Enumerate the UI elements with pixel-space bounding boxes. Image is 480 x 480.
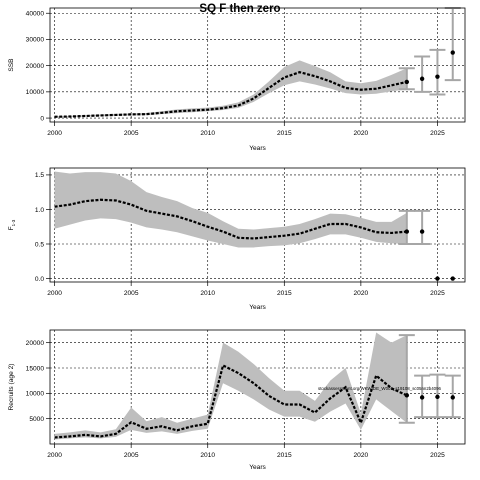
x-tick-label: 2020	[354, 290, 369, 297]
y-tick-label: 40000	[26, 11, 45, 18]
x-tick-label: 2005	[124, 130, 139, 137]
y-axis-label: Recruits (age 2)	[8, 364, 15, 411]
x-tick-label: 2015	[277, 130, 292, 137]
estimate-line	[54, 198, 407, 240]
y-tick-label: 10000	[26, 391, 45, 398]
x-tick-label: 2010	[200, 130, 215, 137]
x-tick-label: 2010	[200, 452, 215, 459]
y-axis-label: F1-3	[8, 219, 16, 230]
x-tick-label: 2025	[430, 290, 445, 297]
x-tick-label: 2020	[354, 130, 369, 137]
chart-title: SQ F then zero	[199, 3, 280, 15]
y-tick-label: 0.5	[35, 241, 44, 248]
y-axis-label-subscript: 1-3	[11, 219, 16, 226]
y-tick-label: 1.0	[35, 207, 44, 214]
projection-point	[435, 394, 440, 400]
plot-frame	[49, 167, 466, 283]
x-tick-label: 2005	[124, 290, 139, 297]
projection-point	[419, 76, 425, 81]
confidence-band	[54, 332, 407, 440]
y-tick-label: 0.0	[35, 276, 44, 283]
x-tick-label: 2015	[277, 290, 292, 297]
x-tick-label: 2000	[47, 452, 62, 459]
y-tick-label: 20000	[26, 340, 45, 347]
projection-point	[419, 229, 425, 234]
x-tick-label: 2015	[277, 452, 292, 459]
plot-frame	[49, 7, 466, 123]
ssb-panel: 2000 2005 2010 2015 2020 2025 0 10000 20000 30000…	[8, 7, 466, 152]
projection-point	[450, 50, 455, 55]
y-tick-label: 1.5	[35, 172, 44, 179]
projection-point	[419, 395, 425, 400]
projection-point	[404, 79, 410, 85]
projection-point	[435, 276, 440, 281]
x-tick-label: 2005	[124, 452, 139, 459]
confidence-band	[54, 60, 407, 118]
projection-point	[435, 74, 440, 79]
x-tick-label: 2000	[47, 130, 62, 137]
estimate-line	[54, 71, 408, 118]
fishing-mortality-panel: 2000 2005 2010 2015 2020 2025 0.0 0.5 1.0 1.5 Year…	[8, 167, 466, 311]
projection-point	[404, 393, 410, 398]
y-axis-label: SSB	[8, 58, 15, 72]
y-tick-label: 15000	[26, 365, 45, 372]
x-axis-label: Years	[249, 304, 266, 311]
projection-point	[404, 229, 410, 234]
source-annotation: stockassessment.org/WKWIDE_W001_s19108_s…	[318, 386, 442, 391]
x-tick-label: 2020	[354, 452, 369, 459]
y-tick-label: 0	[40, 115, 44, 122]
y-tick-label: 5000	[29, 416, 44, 423]
projection-point	[450, 395, 455, 400]
y-tick-label: 10000	[26, 89, 45, 96]
x-axis-label: Years	[249, 464, 266, 471]
x-tick-label: 2010	[200, 290, 215, 297]
x-tick-label: 2025	[430, 452, 445, 459]
plot-frame	[49, 329, 466, 445]
recruits-panel: 2000 2005 2010 2015 2020 2025 5000 10000 15000 20…	[8, 329, 466, 471]
y-tick-label: 30000	[26, 37, 45, 44]
x-tick-label: 2000	[47, 290, 62, 297]
projection-point	[450, 276, 455, 281]
x-axis-label: Years	[249, 145, 266, 152]
x-tick-label: 2025	[430, 130, 445, 137]
y-tick-label: 20000	[26, 63, 45, 70]
